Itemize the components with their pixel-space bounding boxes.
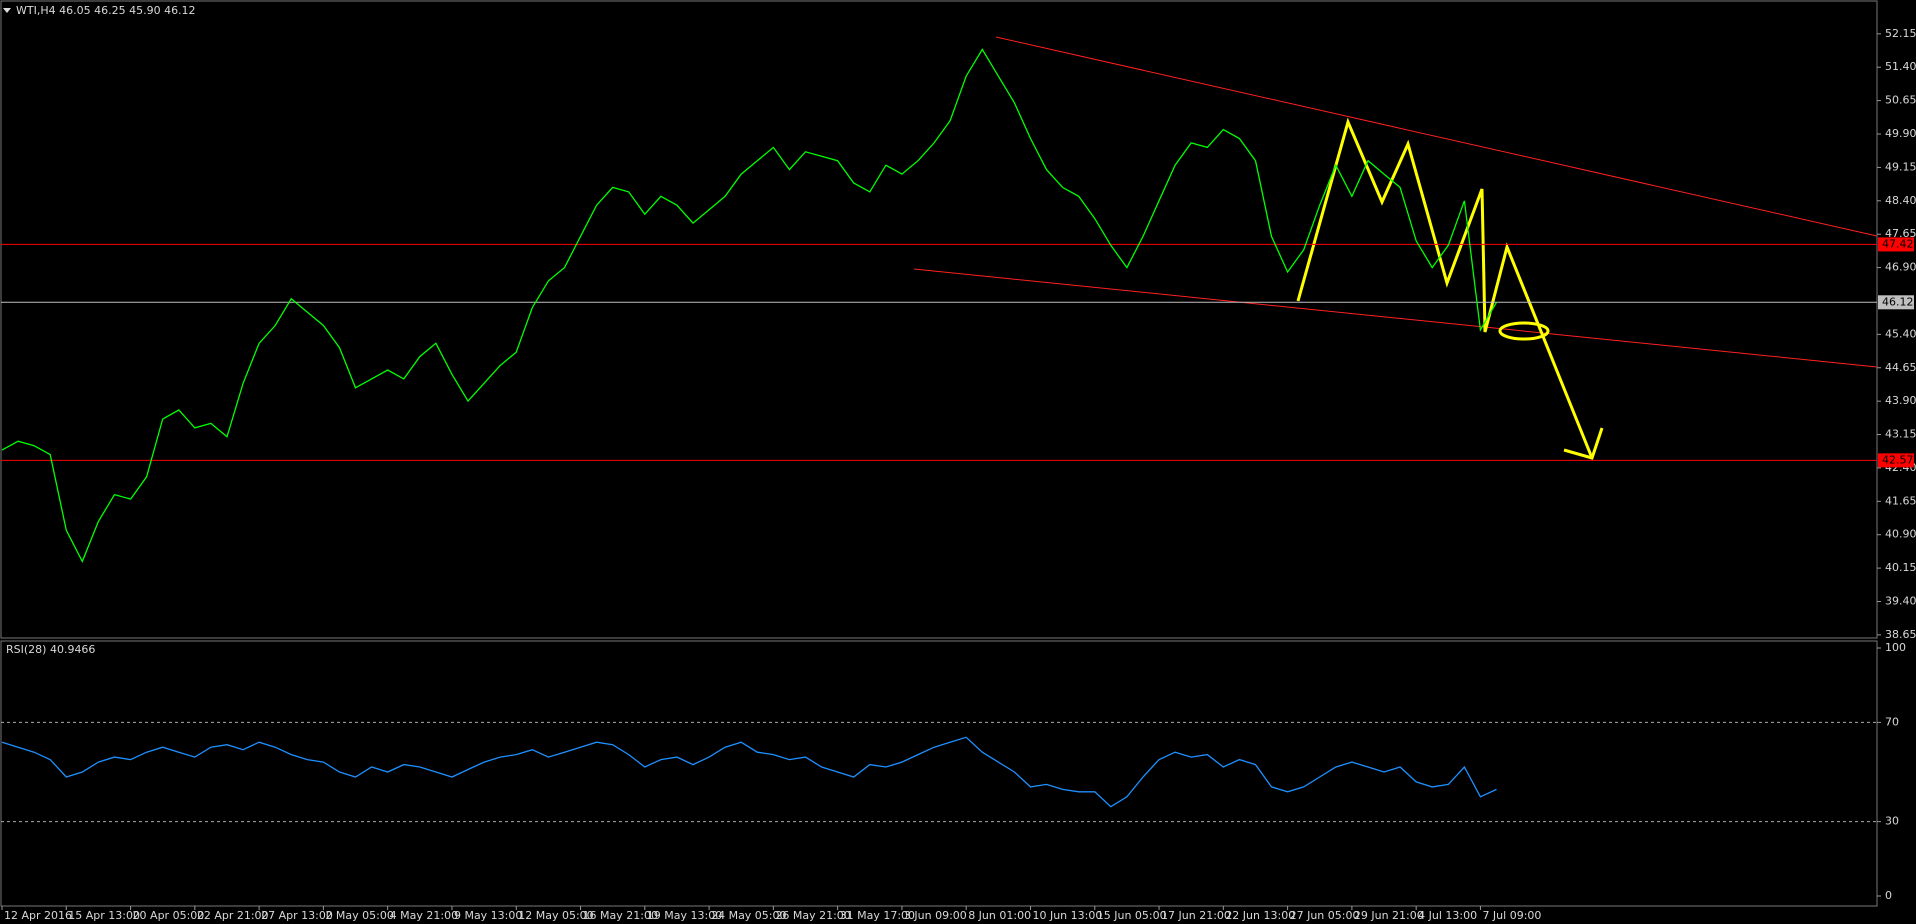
x-tick-label: 3 Jun 09:00 — [904, 909, 967, 922]
y-tick-label: 43.90 — [1885, 394, 1916, 407]
price-line — [1, 48, 1498, 563]
price-level-label: 46.12 — [1882, 295, 1914, 308]
y-tick-label: 70 — [1885, 715, 1899, 728]
x-tick-label: 31 May 17:00 — [840, 909, 915, 922]
y-tick-label: 44.65 — [1885, 361, 1916, 374]
x-tick-label: 26 May 21:00 — [775, 909, 850, 922]
x-tick-label: 7 Jul 09:00 — [1482, 909, 1541, 922]
chart-title: WTI,H4 46.05 46.25 45.90 46.12 — [16, 4, 196, 17]
x-tick-label: 24 May 05:00 — [711, 909, 786, 922]
lower-trendline — [913, 268, 1878, 368]
y-tick-label: 0 — [1885, 889, 1892, 902]
rsi-title: RSI(28) 40.9466 — [6, 643, 95, 656]
x-tick-label: 27 Jun 05:00 — [1290, 909, 1360, 922]
price-panel — [0, 0, 1878, 639]
y-tick-label: 39.40 — [1885, 594, 1916, 607]
y-tick-label: 49.15 — [1885, 160, 1916, 173]
x-tick-label: 10 Jun 13:00 — [1032, 909, 1102, 922]
y-tick-label: 40.15 — [1885, 561, 1916, 574]
y-tick-label: 41.65 — [1885, 494, 1916, 507]
y-tick-label: 43.15 — [1885, 428, 1916, 441]
y-tick-label: 47.65 — [1885, 227, 1916, 240]
y-tick-label: 49.90 — [1885, 127, 1916, 140]
y-tick-label: 38.65 — [1885, 628, 1916, 641]
forecast-arrowhead — [1563, 427, 1604, 460]
price-level-tag — [1878, 295, 1914, 310]
upper-trendline — [995, 36, 1878, 237]
y-tick-label: 100 — [1885, 641, 1906, 654]
x-tick-label: 15 Apr 13:00 — [68, 909, 140, 922]
y-tick-label: 51.40 — [1885, 60, 1916, 73]
x-tick-label: 17 Jun 21:00 — [1161, 909, 1231, 922]
x-tick-label: 8 Jun 01:00 — [968, 909, 1031, 922]
x-tick-label: 4 Jul 13:00 — [1418, 909, 1477, 922]
x-tick-label: 20 Apr 05:00 — [133, 909, 205, 922]
panel-menu-icon[interactable] — [3, 8, 11, 13]
x-tick-label: 29 Jun 21:00 — [1354, 909, 1424, 922]
y-tick-label: 30 — [1885, 815, 1899, 828]
price-level-tag — [1878, 237, 1914, 252]
price-level-label: 42.57 — [1882, 453, 1914, 466]
y-tick-label: 45.40 — [1885, 327, 1916, 340]
y-tick-label: 52.15 — [1885, 27, 1916, 40]
x-tick-label: 12 Apr 2016 — [4, 909, 72, 922]
x-tick-label: 4 May 21:00 — [390, 909, 458, 922]
x-tick-label: 19 May 13:00 — [647, 909, 722, 922]
price-level-label: 47.42 — [1882, 237, 1914, 250]
x-tick-label: 12 May 05:00 — [518, 909, 593, 922]
x-tick-label: 9 May 13:00 — [454, 909, 522, 922]
y-tick-label: 46.90 — [1885, 261, 1916, 274]
breakout-circle — [1498, 321, 1550, 341]
x-tick-label: 15 Jun 05:00 — [1097, 909, 1167, 922]
price-level-tag — [1878, 453, 1914, 468]
forecast-path — [1296, 117, 1594, 459]
y-tick-label: 50.65 — [1885, 94, 1916, 107]
x-tick-label: 22 Jun 13:00 — [1225, 909, 1295, 922]
x-tick-label: 27 Apr 13:00 — [261, 909, 333, 922]
y-tick-label: 40.90 — [1885, 528, 1916, 541]
rsi-panel — [0, 640, 1878, 907]
x-tick-label: 2 May 05:00 — [325, 909, 393, 922]
x-tick-label: 22 Apr 21:00 — [197, 909, 269, 922]
x-tick-label: 16 May 21:00 — [583, 909, 658, 922]
y-tick-label: 48.40 — [1885, 194, 1916, 207]
price-line — [1, 736, 1497, 808]
